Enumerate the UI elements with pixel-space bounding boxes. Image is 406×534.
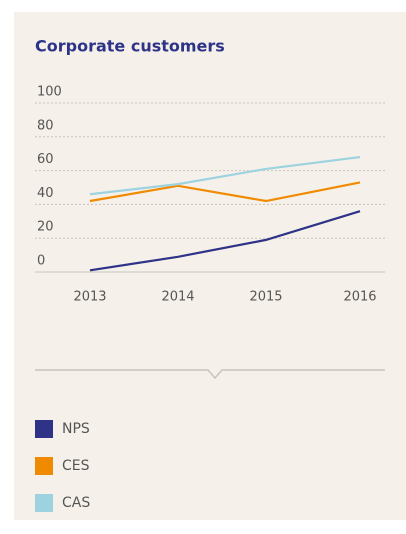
legend-label: CAS xyxy=(62,495,90,511)
x-tick-label: 2014 xyxy=(161,290,194,305)
y-tick-label: 40 xyxy=(37,186,54,201)
x-tick-label: 2013 xyxy=(73,290,106,305)
legend-label: CES xyxy=(62,458,90,474)
legend-swatch xyxy=(35,457,53,475)
line xyxy=(89,181,361,203)
legend-swatch xyxy=(35,494,53,512)
y-tick-label: 80 xyxy=(37,118,54,133)
card xyxy=(14,12,406,520)
y-tick-label: 60 xyxy=(37,152,54,167)
legend-label: NPS xyxy=(62,421,90,437)
y-tick-label: 20 xyxy=(37,220,54,235)
chart-title: Corporate customers xyxy=(35,37,225,56)
y-tick-label: 0 xyxy=(37,254,45,269)
x-tick-label: 2015 xyxy=(249,290,282,305)
separator xyxy=(35,369,385,380)
line xyxy=(89,210,361,272)
legend-swatch xyxy=(35,420,53,438)
x-tick-label: 2016 xyxy=(343,290,376,305)
y-tick-label: 100 xyxy=(37,85,62,100)
line xyxy=(89,155,361,196)
